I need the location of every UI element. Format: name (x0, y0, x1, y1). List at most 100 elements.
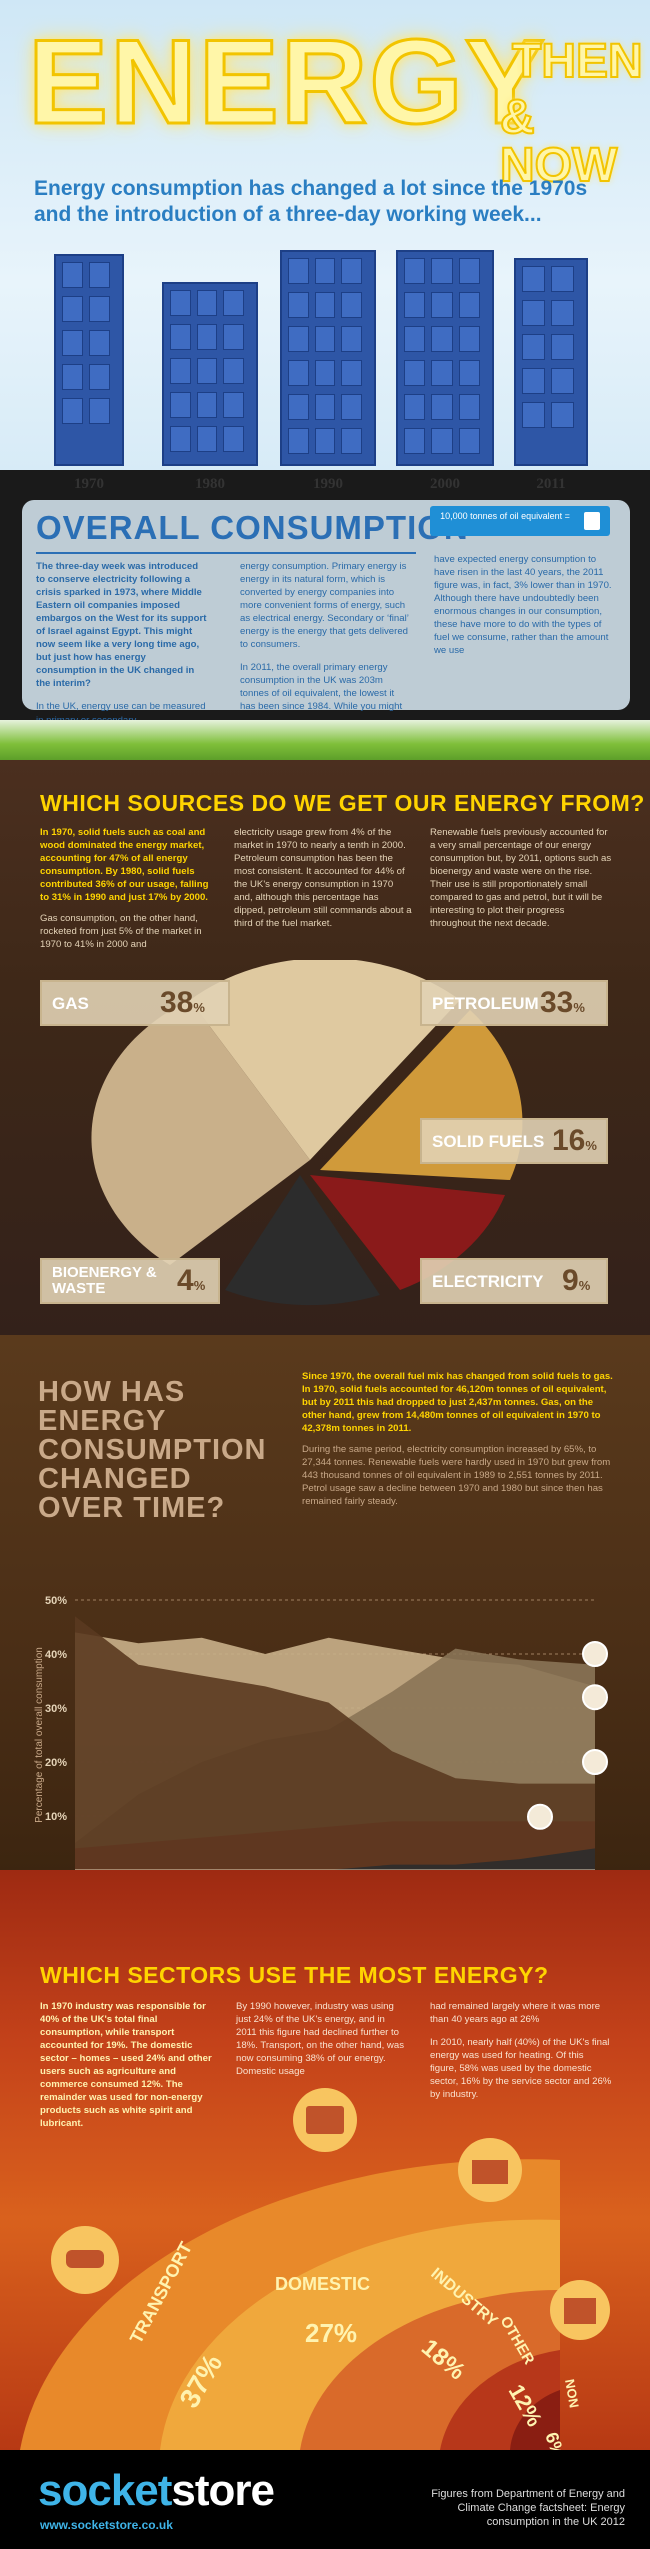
overtime-text: Since 1970, the overall fuel mix has cha… (302, 1370, 618, 1508)
window-cell (62, 262, 83, 288)
pie-label-gas-pct: 38% (160, 986, 205, 1020)
window-cell (341, 360, 362, 386)
pie-label-solid-fuels: SOLID FUELS 16% (420, 1118, 608, 1164)
area-series-bioenergy-waste (75, 1848, 595, 1870)
sources-title: WHICH SOURCES DO WE GET OUR ENERGY FROM? (40, 790, 645, 816)
pie-label-gas: GAS 38% (40, 980, 230, 1026)
pie-label-electricity-name: ELECTRICITY (432, 1272, 544, 1291)
window-cell (522, 300, 545, 326)
sources-col3: Renewable fuels previously accounted for… (430, 827, 612, 930)
overtime-title-line: OVER TIME? (38, 1492, 226, 1524)
window-cell (341, 428, 362, 454)
y-tick-label: 10% (45, 1811, 67, 1823)
window-cell (404, 326, 426, 352)
pct-sign: % (573, 1000, 585, 1015)
sectors-col1: In 1970 industry was responsible for 40%… (40, 2000, 212, 2130)
window-cell (170, 392, 191, 418)
socketstore-logo[interactable]: socketstore (38, 2466, 275, 2516)
overtime-p1: Since 1970, the overall fuel mix has cha… (302, 1371, 613, 1435)
window-cell (341, 258, 362, 284)
arc-pct-domestic: 27% (305, 2318, 357, 2348)
arc-label-non: NON (562, 2378, 582, 2409)
overall-title: OVERALL CONSUMPTION (36, 509, 469, 546)
barrel-icon (584, 512, 600, 530)
window-cell (62, 330, 83, 356)
window-cell (89, 262, 110, 288)
pickaxe-icon (527, 1803, 553, 1830)
footer (0, 2450, 650, 2549)
sectors-col3b-text: In 2010, nearly half (40%) of the UK's f… (430, 2037, 612, 2101)
pie-label-bioenergy-name: BIOENERGY & WASTE (52, 1264, 157, 1297)
window-cell (223, 426, 244, 452)
window-cell (522, 402, 545, 428)
overall-col2b-text: In 2011, the overall primary energy cons… (240, 662, 403, 713)
window-cell (196, 290, 218, 316)
window-cell (314, 428, 336, 454)
window-cell (458, 326, 480, 352)
site-url-link[interactable]: www.socketstore.co.uk (40, 2518, 173, 2532)
pie-label-bioenergy: BIOENERGY & WASTE 4% (40, 1258, 220, 1304)
window-cell (458, 292, 480, 318)
window-cell (314, 394, 336, 420)
window-cell (89, 398, 110, 424)
overall-col3: have expected energy consumption to have… (434, 553, 614, 657)
sectors-title: WHICH SECTORS USE THE MOST ENERGY? (40, 1962, 549, 1988)
overtime-title-line: ENERGY (38, 1405, 167, 1437)
pie-label-electricity-value: 9 (562, 1264, 579, 1297)
pie-label-electricity-pct: 9% (562, 1264, 590, 1298)
title-now: & NOW (499, 91, 618, 192)
sources-col1-text: Gas consumption, on the other hand, rock… (40, 913, 202, 951)
overtime-title-line: CONSUMPTION (38, 1434, 267, 1466)
overall-col1: The three-day week was introduced to con… (36, 560, 208, 727)
window-cell (341, 326, 362, 352)
window-cell (431, 428, 453, 454)
window-cell (288, 360, 309, 386)
sector-arcs (20, 2159, 560, 2450)
window-cell (89, 364, 110, 390)
window-cell (89, 296, 110, 322)
barn-icon (564, 2298, 596, 2324)
source-note: Figures from Department of Energy and Cl… (431, 2488, 625, 2528)
y-tick-label: 50% (45, 1595, 67, 1607)
window-cell (223, 358, 244, 384)
pie-label-gas-name: GAS (52, 994, 89, 1013)
arc-non (510, 2390, 560, 2450)
car-icon (66, 2250, 104, 2268)
year-label-1980: 1980 (195, 476, 225, 492)
window-cell (341, 292, 362, 318)
sectors-col1-bold: In 1970 industry was responsible for 40%… (40, 2001, 212, 2130)
pie-slice-petroleum (190, 960, 460, 1160)
pie-slice-electricity (310, 1175, 505, 1290)
pie-label-petroleum-value: 33 (540, 986, 574, 1019)
overall-col3-text: have expected energy consumption to have… (434, 554, 612, 657)
sectors-col3-text: had remained largely where it was more t… (430, 2001, 601, 2026)
arc-label-domestic: DOMESTIC (275, 2274, 370, 2294)
pie-label-gas-value: 38 (160, 986, 194, 1019)
pie-label-petroleum-name: PETROLEUM (432, 994, 539, 1013)
overtime-title: HOW HAS ENERGY CONSUMPTION CHANGED OVER … (38, 1378, 267, 1523)
window-cell (551, 402, 574, 428)
pct-sign: % (578, 1278, 591, 1293)
window-cell (458, 258, 480, 284)
pct-sign: % (193, 1000, 205, 1015)
pie-label-electricity: ELECTRICITY 9% (420, 1258, 608, 1304)
sources-col1-bold: In 1970, solid fuels such as coal and wo… (40, 827, 209, 904)
window-cell (551, 334, 574, 360)
overall-col2-text: energy consumption. Primary energy is en… (240, 561, 409, 651)
window-cell (288, 428, 309, 454)
window-cell (288, 258, 309, 284)
barrel-legend-text: 10,000 tonnes of oil equivalent = (440, 511, 570, 521)
window-cell (314, 258, 336, 284)
pie-label-petroleum-pct: 33% (540, 986, 585, 1020)
window-cell (196, 324, 218, 350)
title-then: THEN (511, 35, 644, 88)
sources-col1: In 1970, solid fuels such as coal and wo… (40, 826, 215, 951)
year-label-1990: 1990 (313, 476, 343, 492)
area-series-solid-fuels (75, 1616, 595, 1870)
year-label-2011: 2011 (536, 476, 566, 492)
main-title: ENERGY (27, 15, 547, 149)
window-cell (314, 326, 336, 352)
window-cell (223, 324, 244, 350)
factory-icon (472, 2160, 508, 2184)
pie-label-bioenergy-value: 4 (177, 1264, 194, 1297)
